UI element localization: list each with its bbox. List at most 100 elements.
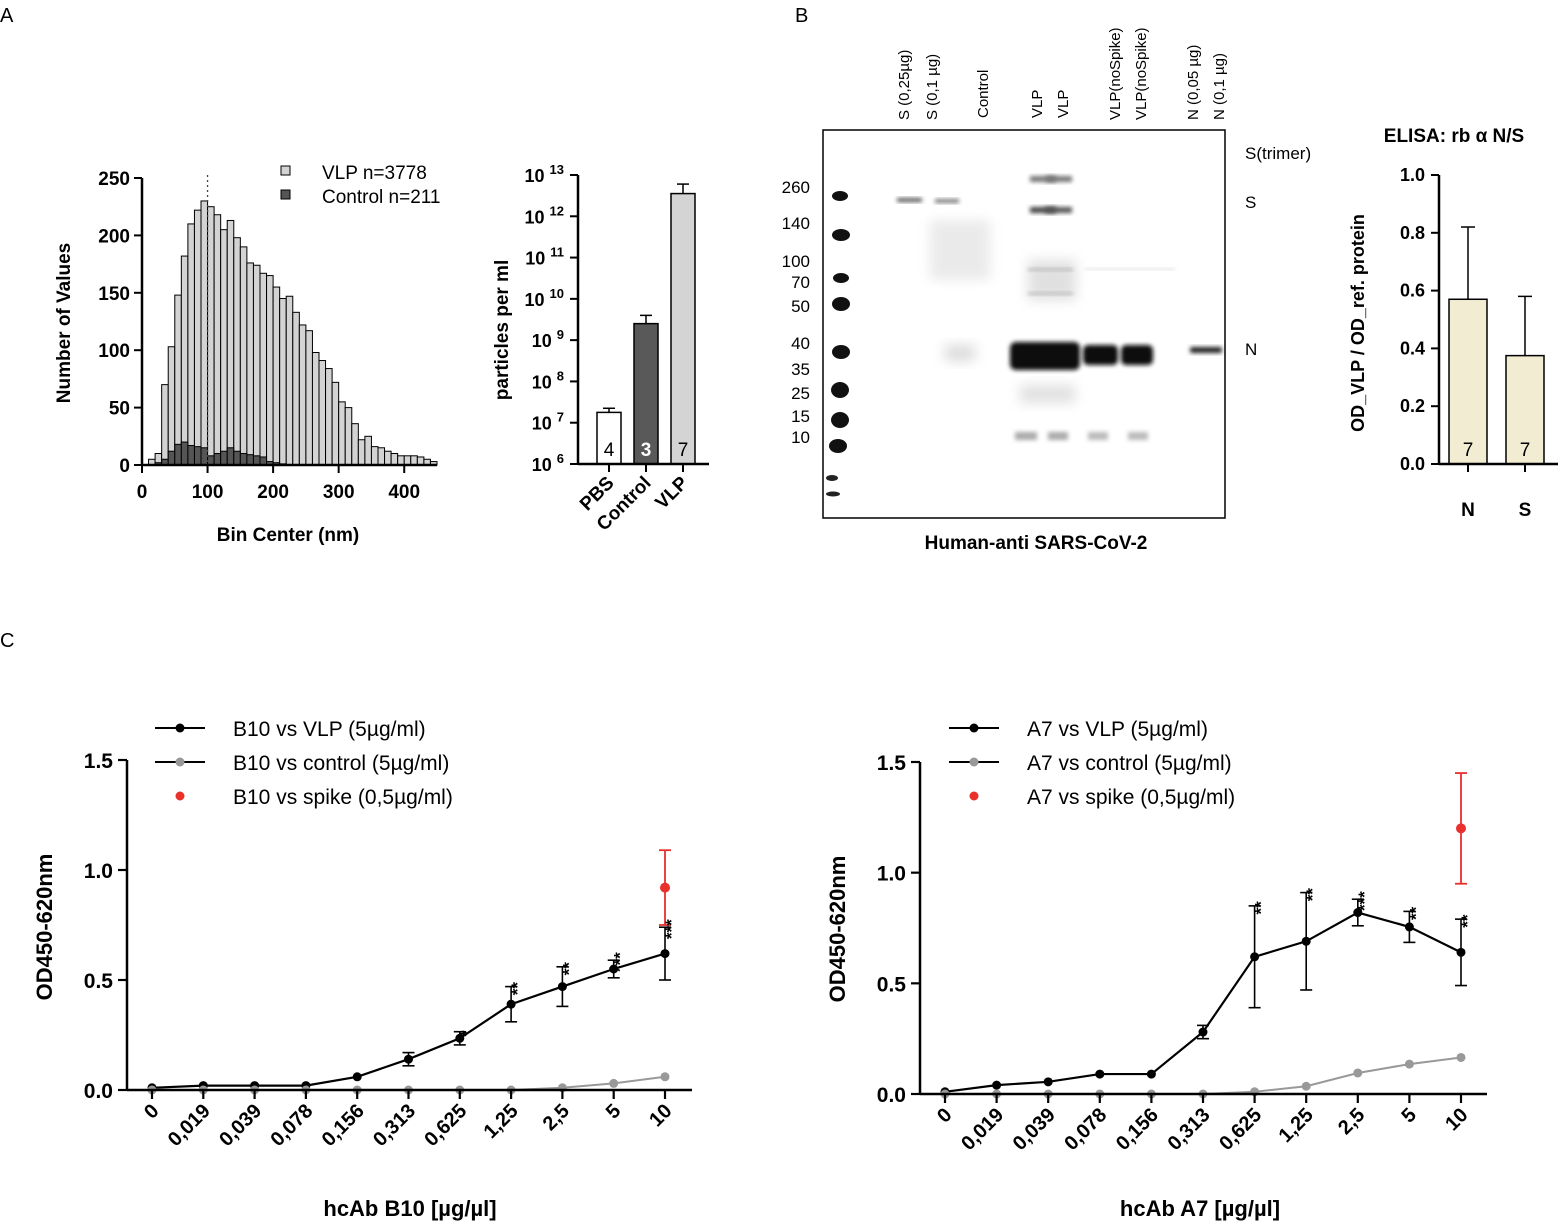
control-bar	[180, 441, 189, 466]
significance-label: **	[1303, 888, 1322, 902]
x-tick-label: 0,019	[164, 1100, 215, 1151]
ladder-band	[832, 345, 850, 359]
legend-label: A7 vs control (5µg/ml)	[1027, 752, 1232, 775]
panel-label-b: B	[795, 5, 808, 27]
vlp-bar	[180, 255, 189, 466]
marker-label: 40	[791, 334, 810, 353]
band-faint	[945, 345, 975, 361]
lane-label: VLP	[1029, 90, 1046, 118]
x-tick-label: 0	[140, 1100, 163, 1123]
vlp-bar	[193, 209, 202, 466]
y-axis-title: OD450-620nm	[32, 854, 57, 1001]
ladder-band	[832, 297, 850, 311]
significance-label: ***	[1355, 891, 1374, 911]
significance-label: **	[1406, 906, 1425, 920]
lane-label: VLP(noSpike)	[1107, 27, 1124, 120]
band-faint	[1085, 268, 1175, 270]
marker-label: 15	[791, 407, 810, 426]
lane-label: N (0,1 µg)	[1211, 53, 1228, 120]
lane-label: VLP	[1055, 90, 1072, 118]
vlp-bar	[338, 401, 346, 466]
vlp-bar	[370, 446, 379, 466]
ladder-band	[832, 191, 848, 201]
vlp-bar	[285, 295, 294, 466]
legend: VLP n=3778 Control n=211	[280, 163, 440, 208]
control-bar	[239, 453, 248, 466]
blot-smear	[930, 220, 990, 280]
band-label-s: S	[1245, 193, 1256, 212]
x-tick-label: 0,313	[369, 1100, 420, 1151]
western-blot: 260 140 100 70 50 40 35 25 15 10 S(trime…	[782, 27, 1311, 554]
band-low	[1020, 385, 1075, 403]
band-s	[935, 199, 959, 203]
legend-label: A7 vs VLP (5µg/ml)	[1027, 718, 1208, 741]
lane-label: Control	[975, 70, 992, 118]
band-n	[1010, 342, 1080, 370]
y-tick-label: 50	[109, 399, 130, 420]
marker-label: 260	[782, 178, 810, 197]
y-ticks: 0 50 100 150 200 250	[98, 169, 142, 477]
vlp-bar	[364, 435, 372, 466]
spike-point	[1456, 823, 1466, 834]
band-faint	[1028, 268, 1073, 271]
y-tick-label: 0.6	[1400, 281, 1425, 301]
vlp-bar	[207, 206, 215, 466]
vlp-bar	[351, 423, 359, 466]
vlp-point	[404, 1054, 413, 1064]
x-axis-title: hcAb B10 [µg/µl]	[323, 1196, 496, 1221]
significance-label: **	[1458, 914, 1477, 928]
x-tick-label: S	[1519, 500, 1532, 521]
y-tick-label: 10 9	[532, 327, 564, 351]
control-bar	[187, 444, 195, 466]
legend-label: B10 vs control (5µg/ml)	[233, 752, 449, 775]
band-label-s-trimer: S(trimer)	[1245, 144, 1311, 163]
blot-image	[826, 176, 1222, 497]
vlp-bar	[246, 262, 254, 466]
ladder-band	[831, 382, 849, 398]
legend-swatch-vlp	[280, 165, 291, 176]
y-tick-label: 1.5	[877, 752, 907, 775]
y-tick-label: 10 12	[525, 203, 565, 227]
vlp-bar	[161, 384, 169, 466]
band-low	[1048, 432, 1068, 440]
vlp-point	[455, 1033, 465, 1043]
band-low	[1015, 432, 1037, 440]
y-axis-title: particles per ml	[492, 260, 513, 400]
vlp-bar	[292, 311, 300, 466]
ladder-band	[826, 475, 838, 481]
vlp-bar	[266, 275, 274, 466]
control-bar	[167, 450, 176, 466]
vlp-line	[151, 952, 666, 1089]
significance-label: **	[559, 962, 578, 976]
ladder-band	[826, 491, 840, 497]
y-tick-label: 150	[98, 284, 130, 305]
y-ticks: 0.0 0.5 1.0 1.5	[84, 750, 127, 1103]
histogram-bars	[148, 200, 438, 466]
band-s	[1045, 207, 1072, 213]
legend-label: B10 vs VLP (5µg/ml)	[233, 718, 426, 741]
y-tick-label: 10 11	[525, 245, 564, 269]
particle-bars: 4 3 7	[596, 183, 696, 465]
legend-marker	[969, 791, 979, 801]
x-tick-label: 0,156	[318, 1100, 369, 1151]
x-tick-label: 2,5	[539, 1100, 574, 1135]
vlp-bar	[233, 237, 241, 466]
legend: A7 vs VLP (5µg/ml) A7 vs control (5µg/ml…	[949, 718, 1235, 809]
n-label: 3	[641, 440, 652, 461]
y-axis-title: OD450-620nm	[825, 856, 850, 1003]
n-label: 4	[604, 440, 615, 461]
y-axis-title: OD_VLP / OD_ref. protein	[1348, 214, 1368, 432]
x-ticks: 0 0,019 0,039 0,078 0,156 0,313 0,625 1,25 2,5 5 1…	[140, 1090, 677, 1151]
a7-line-chart: A7 vs VLP (5µg/ml) A7 vs control (5µg/ml…	[825, 718, 1487, 1221]
y-axis-title: Number of Values	[54, 243, 75, 404]
legend-label-control: Control n=211	[322, 187, 440, 208]
control-point	[1456, 1052, 1466, 1062]
legend-label-vlp: VLP n=3778	[322, 163, 427, 184]
vlp-point	[992, 1080, 1002, 1090]
band-s-trimer	[1046, 176, 1072, 182]
vlp-bar	[357, 439, 366, 466]
x-tick-label: 2,5	[1334, 1104, 1369, 1139]
